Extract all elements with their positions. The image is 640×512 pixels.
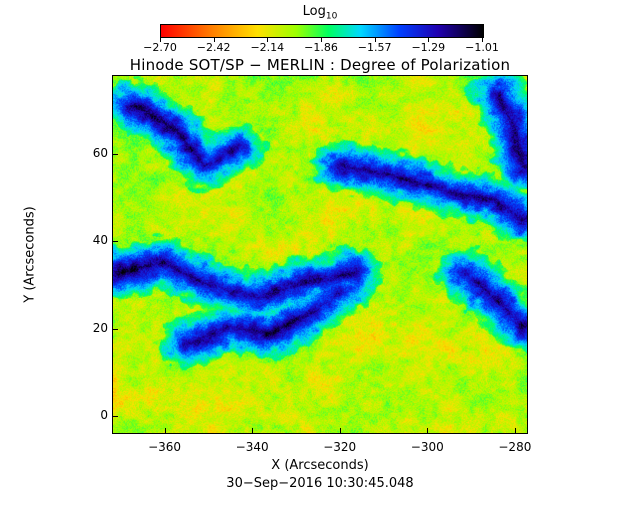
x-axis-title: X (Arcseconds): [271, 458, 369, 473]
colorbar-tick-label: −2.42: [196, 41, 231, 54]
y-axis-tick-label: 0: [100, 408, 108, 423]
colorbar-title: Log10: [0, 4, 640, 22]
colorbar-tick: [160, 38, 161, 42]
colorbar-tick-label: −1.86: [304, 41, 338, 54]
colorbar-tick: [428, 38, 430, 42]
colorbar-tick: [374, 38, 376, 42]
x-axis-tick: [252, 428, 254, 434]
x-axis-tick-label: −340: [235, 440, 269, 454]
x-axis-tick: [514, 428, 516, 434]
x-axis-tick-label: −320: [323, 440, 357, 454]
y-axis-tick-label: 60: [92, 145, 108, 160]
colorbar-tick: [482, 38, 483, 42]
y-axis-tick: [112, 328, 118, 330]
y-axis-tick: [112, 241, 118, 243]
y-axis-tick-label: 40: [92, 233, 108, 248]
y-axis-title: Y (Arcseconds): [22, 206, 38, 303]
polarization-map-image: [113, 76, 527, 433]
colorbar-tick: [213, 38, 215, 42]
colorbar-tick-label: −1.29: [411, 41, 446, 54]
x-axis-tick-label: −300: [410, 440, 444, 454]
polarization-map: [112, 75, 528, 434]
x-axis-tick: [427, 428, 429, 434]
plot-title: Hinode SOT/SP − MERLIN : Degree of Polar…: [129, 56, 511, 74]
colorbar-tick: [321, 38, 322, 42]
colorbar-title-base: Log: [302, 4, 326, 19]
x-axis-tick-label: −360: [148, 440, 182, 454]
colorbar-tick-label: −2.70: [143, 41, 177, 54]
y-axis-tick: [112, 416, 118, 418]
colorbar-title-sub: 10: [325, 11, 338, 22]
colorbar-tick-label: −2.14: [250, 41, 285, 54]
colorbar-tick-label: −1.57: [357, 41, 392, 54]
x-axis-tick: [339, 428, 341, 434]
colorbar: [160, 24, 484, 38]
y-axis-tick: [112, 153, 118, 155]
y-axis-tick-label: 20: [92, 320, 108, 335]
colorbar-tick: [267, 38, 269, 42]
x-axis-tick: [164, 428, 166, 434]
colorbar-tick-label: −1.01: [465, 41, 499, 54]
x-axis-tick-label: −280: [498, 440, 532, 454]
timestamp: 30−Sep−2016 10:30:45.048: [226, 476, 414, 491]
